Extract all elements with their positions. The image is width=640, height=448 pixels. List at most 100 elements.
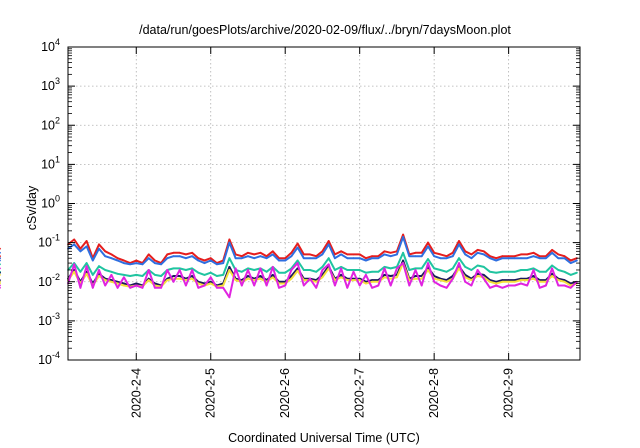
series-group [0,233,578,299]
data-point [309,269,311,271]
data-point [271,266,274,268]
data-point [222,262,225,264]
data-point [532,269,535,271]
data-point [569,282,572,285]
data-point [563,270,566,273]
data-point [551,251,553,254]
data-point [197,259,200,262]
data-point [334,257,336,260]
x-tick-label: 2020-2-7 [353,368,367,418]
data-point [0,263,1,266]
data-point [389,275,392,277]
data-point [185,284,187,287]
data-point [557,269,560,271]
data-point [501,255,504,258]
x-tick-label: 2020-2-9 [502,368,516,418]
data-point [557,253,560,256]
data-point [563,279,566,281]
data-point [98,265,100,268]
data-point [247,277,249,280]
data-point [284,271,287,274]
data-point [532,275,535,277]
data-point [495,271,498,274]
data-point [234,267,237,270]
data-point [340,250,342,253]
data-point [240,270,243,273]
data-point [135,259,138,262]
data-point [489,286,491,289]
data-point [116,272,119,275]
data-point [91,274,94,276]
data-point [458,262,460,264]
data-point [526,253,529,256]
data-point [0,274,1,276]
data-point [569,286,572,289]
data-point [290,251,293,254]
data-point [358,269,361,271]
data-point [172,280,175,283]
data-point [265,255,268,258]
data-point [371,270,373,273]
data-point [340,274,342,276]
data-point [178,275,181,277]
data-point [315,280,318,283]
data-point [228,269,231,271]
data-point [284,259,287,262]
data-point [265,284,268,287]
data-point [185,257,187,260]
y-tick-labels: 10-4 10-3 10-2 10-1 100 101 102 103 104 [38,37,60,367]
data-point [383,253,386,256]
x-tick-label: 2020-2-4 [129,368,143,418]
data-point [408,255,411,258]
data-point [85,265,88,268]
data-point [563,257,566,260]
data-point [377,257,380,260]
data-point [228,257,231,260]
data-point [147,277,150,280]
data-point [476,269,479,271]
data-point [383,276,386,279]
data-point [116,280,119,283]
data-point [439,279,442,281]
data-point [160,275,163,277]
data-point [253,257,256,260]
data-point [247,255,249,258]
data-point [532,255,535,258]
data-point [402,236,404,238]
data-point [557,257,560,260]
axis-ticks [68,46,580,361]
data-point [321,276,324,279]
data-point [414,269,417,271]
data-point [253,279,256,281]
data-point [259,251,262,254]
data-point [315,257,318,260]
x-tick-label: 2020-2-8 [427,368,441,418]
data-point [284,284,287,287]
data-point [520,253,522,256]
data-point [104,269,107,271]
data-point [433,255,436,258]
data-point [154,262,156,264]
data-point [445,257,448,260]
data-point [104,284,107,287]
data-point [209,280,212,283]
data-point [191,275,194,277]
data-point [315,255,318,258]
data-point [433,251,436,254]
data-point [551,272,553,275]
data-point [445,286,448,289]
data-point [321,266,324,268]
data-point [371,279,373,281]
data-point [352,279,355,281]
data-point [160,263,163,266]
data-point [427,258,429,260]
data-point [91,286,94,289]
data-point [79,270,82,273]
data-point [507,255,510,258]
data-point [135,284,138,287]
data-point [147,279,150,281]
data-point [470,279,473,281]
data-point [129,286,132,289]
data-point [495,282,498,285]
data-point [557,284,560,287]
